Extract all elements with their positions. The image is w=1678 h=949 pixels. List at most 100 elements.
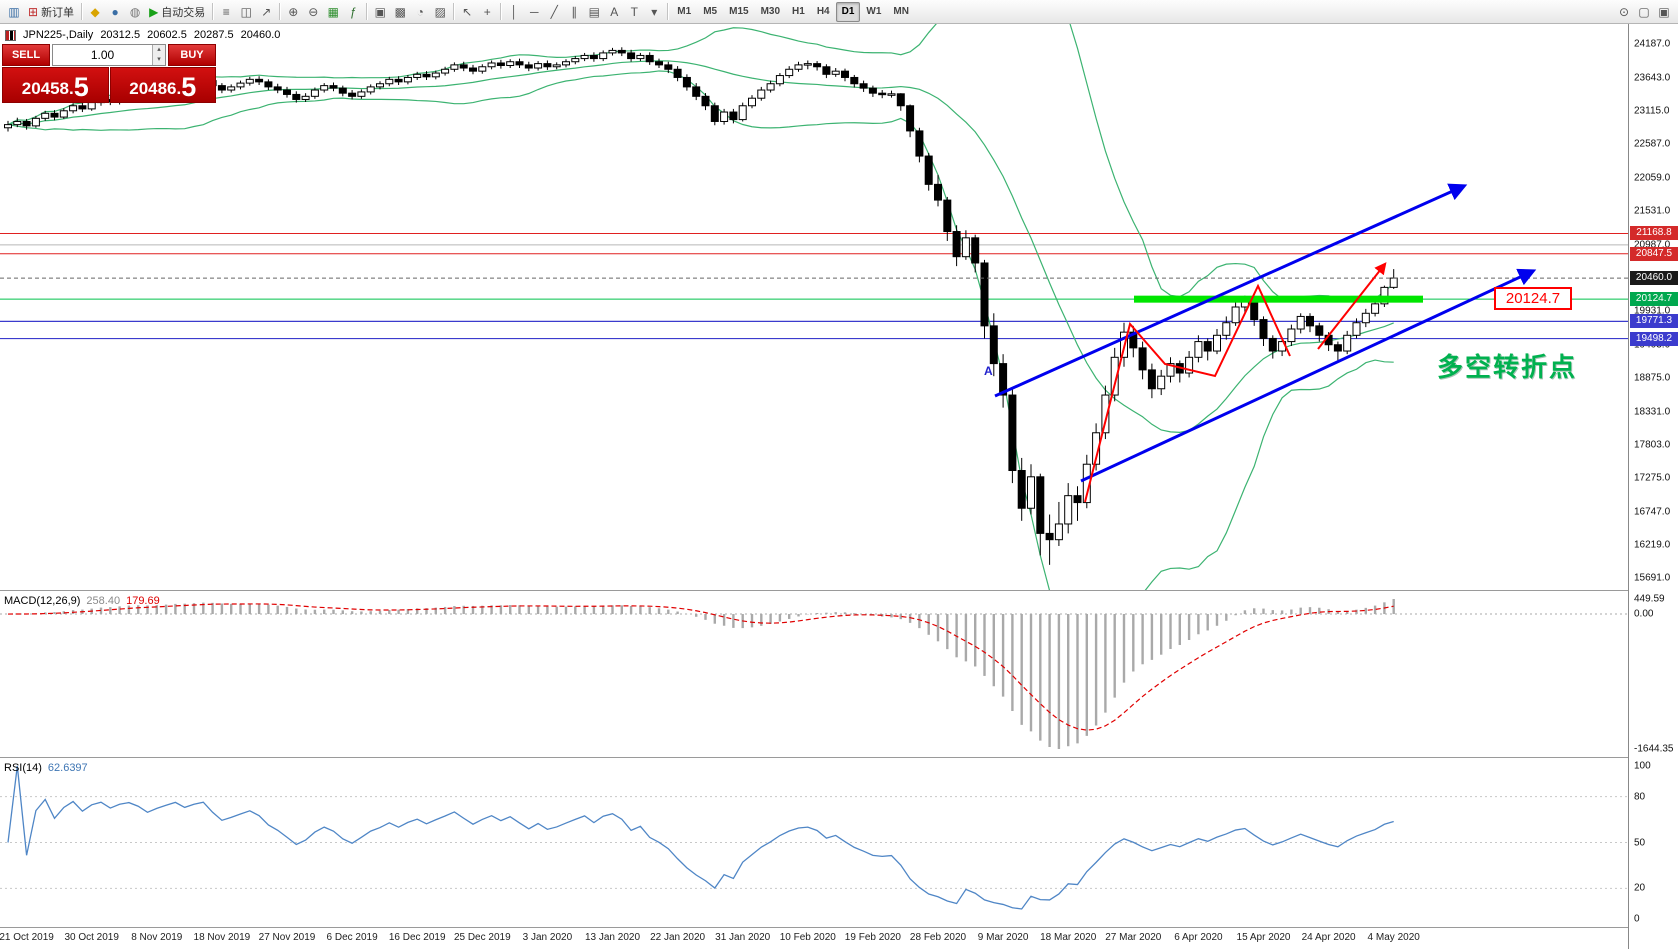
search-icon[interactable]: ⊙ — [1618, 4, 1630, 19]
text-icon-glyph: A — [610, 4, 619, 19]
timeframe-d1[interactable]: D1 — [835, 1, 861, 22]
price-axis-label: 16219.0 — [1634, 539, 1671, 551]
timeframe-m15[interactable]: M15 — [729, 6, 749, 17]
crosshair-icon-glyph: + — [483, 4, 491, 19]
data-window-icon[interactable]: ▢ — [1638, 4, 1650, 19]
rsi-scale-label: 50 — [1634, 837, 1646, 848]
price-axis-label: 21531.0 — [1634, 205, 1671, 217]
fullscreen-icon[interactable]: ▣ — [1658, 4, 1670, 19]
date-label: 18 Nov 2019 — [193, 932, 251, 943]
fibonacci-icon[interactable]: ▤ — [584, 2, 604, 22]
line-chart-icon-glyph: ↗ — [261, 4, 272, 19]
vertical-line-icon[interactable]: │ — [504, 2, 524, 22]
candlestick-chart-icon[interactable]: ◫ — [236, 2, 256, 22]
channel-icon[interactable]: ∥ — [564, 2, 584, 22]
level-price-badge[interactable]: 20124.7 — [1494, 287, 1572, 310]
new-chart-icon-glyph: ▩ — [394, 4, 406, 19]
date-label: 27 Mar 2020 — [1105, 932, 1162, 943]
rsi-scale-label: 100 — [1634, 760, 1651, 772]
macd-scale-label: 0.00 — [1634, 608, 1654, 620]
timeframe-h4[interactable]: H4 — [816, 6, 830, 17]
toolbar-separator — [453, 3, 455, 20]
date-label: 10 Feb 2020 — [779, 932, 836, 943]
grid-icon-glyph: ▦ — [327, 4, 339, 19]
price-axis-label: 16747.0 — [1634, 506, 1671, 518]
one-click-trading-panel: SELL 1.00 ▴ ▾ BUY 20458. 5 20486. 5 — [2, 44, 216, 103]
price-axis-label: 17275.0 — [1634, 472, 1671, 484]
rsi-panel-chart[interactable] — [0, 758, 1628, 927]
text-icon[interactable]: A — [604, 2, 624, 22]
date-label: 21 Oct 2019 — [0, 932, 54, 943]
macd-scale-label: 449.59 — [1634, 593, 1665, 605]
channel-icon-glyph: ∥ — [571, 4, 578, 19]
timeframe-w1[interactable]: W1 — [866, 6, 882, 17]
ohlc-bars-icon[interactable]: ≡ — [216, 2, 236, 22]
timeframe-h1[interactable]: H1 — [792, 6, 805, 17]
zoom-out-icon-glyph: ⊖ — [308, 4, 319, 19]
buy-price-pip: 5 — [181, 72, 197, 103]
templates-icon[interactable]: ▨ — [430, 2, 450, 22]
buy-price-button[interactable]: 20486. 5 — [109, 67, 216, 103]
panel-separator[interactable] — [0, 757, 1678, 758]
grid-icon[interactable]: ▦ — [323, 2, 343, 22]
price-tag: 20460.0 — [1630, 271, 1678, 286]
indicators-list-icon-glyph: ƒ — [349, 4, 357, 19]
trendline-icon-glyph: ╱ — [550, 4, 558, 19]
toolbar-separator — [667, 3, 669, 20]
new-order-button[interactable]: ⊞ 新订单 — [24, 2, 78, 22]
date-label: 8 Nov 2019 — [131, 932, 183, 943]
favorites-icon[interactable]: ◆ — [85, 2, 105, 22]
timeframe-m30[interactable]: M30 — [760, 6, 781, 17]
text-label-icon[interactable]: T — [624, 2, 644, 22]
time-axis[interactable]: 21 Oct 2019 30 Oct 2019 8 Nov 2019 18 Nov 2… — [0, 928, 1628, 949]
price-axis-label: 20987.0 — [1634, 239, 1671, 251]
date-label: 22 Jan 2020 — [650, 932, 706, 943]
sell-button[interactable]: SELL — [2, 44, 50, 66]
toolbar-separator — [212, 3, 214, 20]
new-chart-icon[interactable]: ▩ — [390, 2, 410, 22]
rsi-scale-label: 0 — [1634, 913, 1640, 925]
wave-marker-a[interactable]: A — [984, 364, 993, 378]
ohlc-open: 20312.5 — [100, 29, 141, 41]
timeframe-mn[interactable]: MN — [893, 6, 909, 17]
templates-icon-glyph: ▨ — [434, 4, 446, 19]
indicators-list-icon[interactable]: ƒ — [343, 2, 363, 22]
arrows-icon[interactable]: ▾ — [644, 2, 664, 22]
horizontal-line-icon[interactable]: ─ — [524, 2, 544, 22]
line-chart-icon[interactable]: ↗ — [256, 2, 276, 22]
volume-value[interactable]: 1.00 — [90, 48, 115, 62]
volume-stepper[interactable]: 1.00 ▴ ▾ — [52, 44, 166, 66]
support-icon[interactable]: ◍ — [125, 2, 145, 22]
profile-icon[interactable]: ● — [105, 2, 125, 22]
price-axis-label: 22059.0 — [1634, 172, 1671, 183]
turning-point-annotation[interactable]: 多空转折点 — [1437, 352, 1578, 382]
ohlc-close: 20460.0 — [240, 29, 281, 41]
date-label: 3 Jan 2020 — [522, 932, 573, 943]
timeframe-m1[interactable]: M1 — [677, 6, 692, 17]
main-chart[interactable] — [0, 24, 1628, 590]
cursor-icon[interactable]: ↖ — [457, 2, 477, 22]
terminal-icon[interactable]: ▥ — [4, 2, 24, 22]
profiles-icon[interactable]: ◔ — [410, 2, 430, 22]
price-scale[interactable]: 24187.0 23643.0 23115.0 22587.0 22059.0 21531… — [1628, 24, 1678, 949]
zoom-in-icon[interactable]: ⊕ — [283, 2, 303, 22]
buy-button[interactable]: BUY — [168, 44, 216, 66]
volume-spinner[interactable]: ▴ ▾ — [152, 45, 165, 65]
spinner-down-icon[interactable]: ▾ — [153, 55, 165, 65]
panel-separator[interactable] — [0, 590, 1678, 591]
auto-trading-button[interactable]: ▶ 自动交易 — [145, 2, 209, 22]
trendline-icon[interactable]: ╱ — [544, 2, 564, 22]
macd-panel-chart[interactable] — [0, 591, 1628, 757]
ohlc-low: 20287.5 — [193, 29, 234, 41]
arrows-icon-glyph: ▾ — [651, 4, 658, 19]
timeframe-m5[interactable]: M5 — [703, 6, 718, 17]
crosshair-icon[interactable]: + — [477, 2, 497, 22]
sell-price-button[interactable]: 20458. 5 — [2, 67, 109, 103]
macd-signal-value: 179.69 — [126, 595, 160, 607]
zoom-out-icon[interactable]: ⊖ — [303, 2, 323, 22]
price-axis-label: 22587.0 — [1634, 138, 1671, 150]
tile-windows-icon[interactable]: ▣ — [370, 2, 390, 22]
spinner-up-icon[interactable]: ▴ — [153, 45, 165, 55]
auto-trading-glyph: ▶ — [149, 4, 159, 19]
ohlc-bars-icon-glyph: ≡ — [222, 4, 230, 19]
